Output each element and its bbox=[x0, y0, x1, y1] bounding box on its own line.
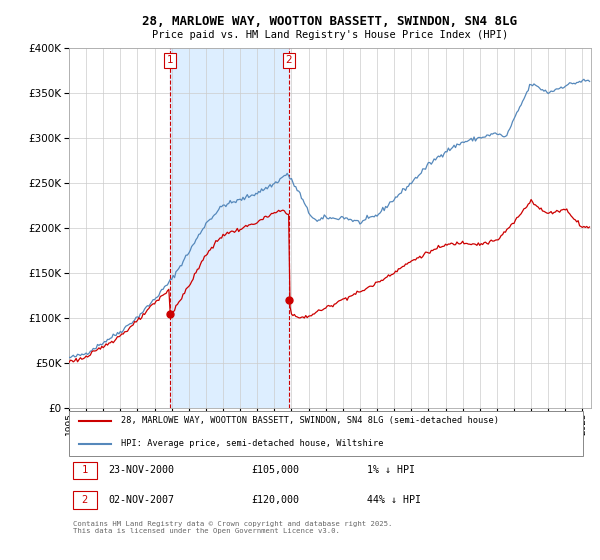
Text: 1: 1 bbox=[82, 465, 88, 475]
FancyBboxPatch shape bbox=[73, 461, 97, 479]
Text: 2: 2 bbox=[286, 55, 292, 65]
Bar bbox=[170, 48, 289, 408]
Text: 1: 1 bbox=[167, 55, 173, 65]
FancyBboxPatch shape bbox=[69, 410, 583, 456]
Text: 23-NOV-2000: 23-NOV-2000 bbox=[108, 465, 174, 475]
Text: 44% ↓ HPI: 44% ↓ HPI bbox=[367, 495, 421, 505]
Text: 2: 2 bbox=[82, 495, 88, 505]
Text: Price paid vs. HM Land Registry's House Price Index (HPI): Price paid vs. HM Land Registry's House … bbox=[152, 30, 508, 40]
Text: £120,000: £120,000 bbox=[252, 495, 300, 505]
Text: £105,000: £105,000 bbox=[252, 465, 300, 475]
Text: Contains HM Land Registry data © Crown copyright and database right 2025.
This d: Contains HM Land Registry data © Crown c… bbox=[73, 521, 392, 534]
Text: 28, MARLOWE WAY, WOOTTON BASSETT, SWINDON, SN4 8LG: 28, MARLOWE WAY, WOOTTON BASSETT, SWINDO… bbox=[143, 15, 517, 28]
Text: 02-NOV-2007: 02-NOV-2007 bbox=[108, 495, 174, 505]
Text: 28, MARLOWE WAY, WOOTTON BASSETT, SWINDON, SN4 8LG (semi-detached house): 28, MARLOWE WAY, WOOTTON BASSETT, SWINDO… bbox=[121, 416, 499, 425]
FancyBboxPatch shape bbox=[73, 491, 97, 509]
Text: 1% ↓ HPI: 1% ↓ HPI bbox=[367, 465, 415, 475]
Text: HPI: Average price, semi-detached house, Wiltshire: HPI: Average price, semi-detached house,… bbox=[121, 439, 384, 448]
